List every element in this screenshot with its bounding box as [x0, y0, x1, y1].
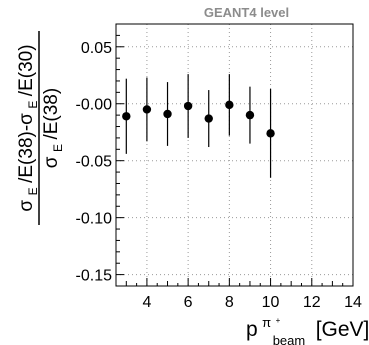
data-point	[204, 90, 213, 148]
y-num-mid: /E(38)-σ	[16, 113, 37, 183]
chart-title: GEANT4 level	[204, 5, 289, 20]
grid-lines	[116, 24, 353, 286]
y-tick-label: 0.05	[81, 40, 112, 57]
y-tick-label: -0.00	[76, 97, 113, 114]
point-marker	[225, 100, 234, 110]
x-tick-label: 6	[184, 294, 193, 311]
y-num-sub1: E	[26, 187, 40, 195]
data-point	[225, 74, 234, 136]
x-tick-label: 10	[262, 294, 280, 311]
data-point	[122, 78, 131, 154]
data-point	[183, 74, 193, 138]
y-tick-label: -0.15	[76, 268, 113, 285]
x-tick-label: 4	[142, 294, 151, 311]
x-tick-label: 12	[303, 294, 321, 311]
x-tick-label: 8	[225, 294, 234, 311]
x-label-superscript: π	[262, 315, 271, 330]
data-point	[142, 77, 152, 142]
tick-labels: 4 6 8 10 12 14 0.05 -0.00 -0.05 -0.10 -0.15	[76, 40, 362, 311]
y-den-sigma: σ	[41, 156, 62, 168]
x-label-unit: [GeV]	[316, 318, 369, 341]
data-point	[266, 88, 275, 178]
point-marker	[245, 110, 255, 120]
plot-frame	[115, 23, 354, 287]
axis-ticks	[115, 23, 354, 287]
y-num-sub2: E	[26, 101, 40, 109]
y-tick-label: -0.10	[76, 211, 113, 228]
point-marker	[142, 105, 152, 114]
x-tick-label: 14	[344, 294, 362, 311]
y-num-sigma1: σ	[16, 200, 37, 212]
x-label-base: p	[246, 318, 258, 341]
x-label-superscript2: +	[276, 316, 281, 325]
y-num-end: /E(30)	[16, 44, 37, 96]
y-axis-label: σ E /E(38)-σ E /E(30) σ E /E(38)	[16, 31, 66, 225]
y-label-numerator: σ E /E(38)-σ E /E(30)	[16, 44, 41, 211]
point-marker	[183, 101, 193, 111]
point-marker	[204, 114, 213, 123]
point-marker	[122, 112, 131, 121]
y-den-sub: E	[51, 144, 65, 152]
point-marker	[266, 129, 275, 138]
data-point	[245, 86, 255, 144]
point-marker	[163, 109, 172, 119]
y-den-end: /E(38)	[41, 88, 62, 140]
y-label-denominator: σ E /E(38)	[41, 88, 66, 168]
data-point	[163, 82, 172, 146]
data-series	[122, 74, 275, 178]
x-axis-label: p π + beam [GeV]	[246, 310, 369, 345]
y-tick-label: -0.05	[76, 154, 113, 171]
x-label-subscript: beam	[273, 333, 306, 345]
